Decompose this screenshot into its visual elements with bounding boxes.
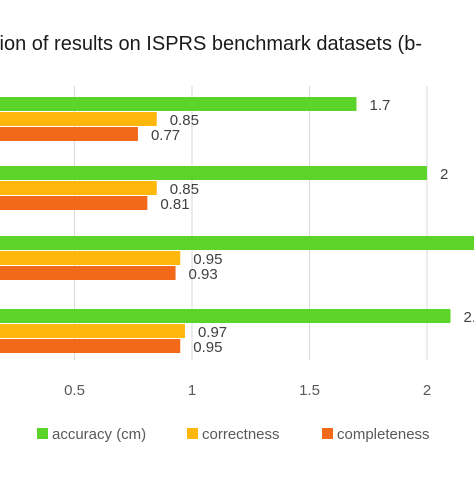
- bar-accuracy-cm: [0, 236, 474, 250]
- bar-correctness: [0, 112, 157, 126]
- bar-completeness: [0, 339, 180, 353]
- x-tick-label: 1.5: [299, 382, 320, 399]
- data-label: 0.77: [151, 127, 180, 144]
- x-tick-label: 1: [188, 382, 196, 399]
- legend: accuracy (cm) correctness completeness: [37, 426, 430, 443]
- x-tick-label: 2: [423, 382, 431, 399]
- bar-correctness: [0, 324, 185, 338]
- legend-label: correctness: [202, 426, 280, 443]
- legend-swatch: [37, 428, 48, 439]
- bars: [0, 97, 474, 353]
- data-label: 0.93: [189, 266, 218, 283]
- bar-correctness: [0, 251, 180, 265]
- data-label: 1.7: [370, 97, 391, 114]
- bar-completeness: [0, 127, 138, 141]
- data-label: 0.81: [160, 196, 189, 213]
- legend-swatch: [187, 428, 198, 439]
- legend-label: accuracy (cm): [52, 426, 146, 443]
- data-label: 0.95: [193, 339, 222, 356]
- bar-accuracy-cm: [0, 97, 357, 111]
- legend-swatch: [322, 428, 333, 439]
- x-axis-ticks: 0.5 1 1.5 2: [64, 382, 431, 399]
- legend-label: completeness: [337, 426, 430, 443]
- bar-completeness: [0, 196, 147, 210]
- bar-completeness: [0, 266, 176, 280]
- x-tick-label: 0.5: [64, 382, 85, 399]
- chart-title: tion of results on ISPRS benchmark datas…: [0, 33, 422, 55]
- bar-accuracy-cm: [0, 166, 427, 180]
- data-label: 2: [440, 166, 448, 183]
- data-label: 2.1: [464, 309, 474, 326]
- bar-accuracy-cm: [0, 309, 451, 323]
- bar-correctness: [0, 181, 157, 195]
